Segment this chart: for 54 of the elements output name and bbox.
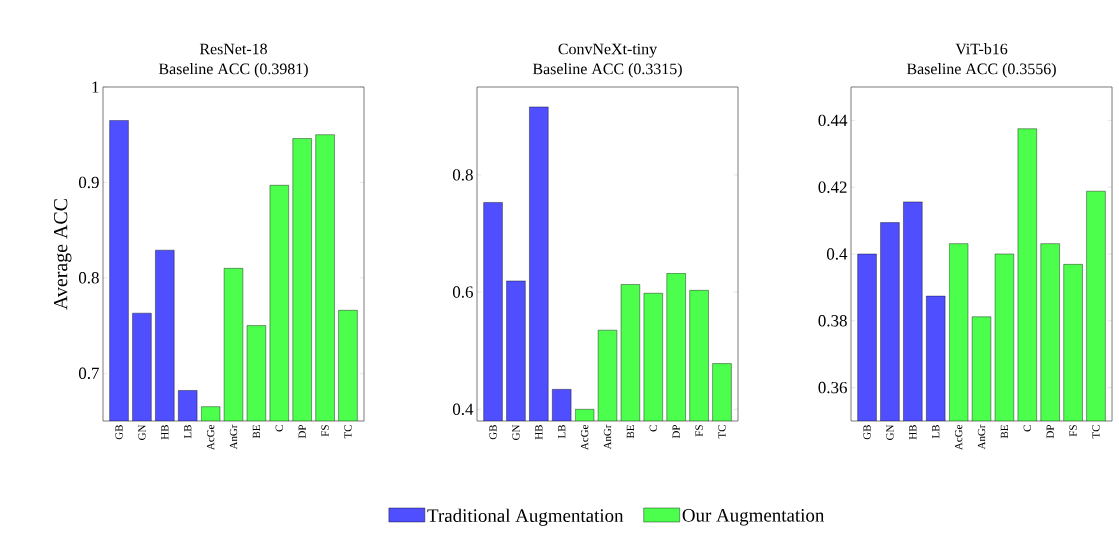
y-tick-label: 0.42 xyxy=(818,181,847,193)
x-tick-label: GB xyxy=(115,425,123,440)
y-axis-title: Average ACC xyxy=(53,199,72,310)
x-tick-label: TC xyxy=(1092,425,1100,439)
chart-subtitle: Baseline ACC (0.3981) xyxy=(158,63,308,78)
x-tick-label: FS xyxy=(695,425,703,437)
chart-subtitle: Baseline ACC (0.3315) xyxy=(532,63,682,78)
chart-subtitle: Baseline ACC (0.3556) xyxy=(906,63,1056,78)
x-tick-label: BE xyxy=(1000,425,1009,439)
chart-title: ViT-b16 xyxy=(955,43,1008,55)
x-tick-label: AcGe xyxy=(206,424,215,450)
x-tick-label: TC xyxy=(344,425,352,439)
y-tick-label: 0.38 xyxy=(818,315,847,327)
x-tick-label: AcGe xyxy=(954,424,963,450)
y-tick-label: 0.4 xyxy=(826,248,848,260)
y-tick-label: 0.9 xyxy=(78,176,99,189)
y-tick-label: 1 xyxy=(92,81,99,93)
x-tick-label: C xyxy=(1023,425,1031,432)
x-tick-label: LB xyxy=(932,425,940,439)
x-tick-label: GN xyxy=(512,424,520,440)
y-tick-label: 0.36 xyxy=(818,381,847,394)
x-tick-label: TC xyxy=(718,425,726,439)
x-tick-label: AcGe xyxy=(580,424,589,450)
x-tick-label: GN xyxy=(138,424,146,440)
x-tick-label: DP xyxy=(672,424,680,439)
x-tick-label: C xyxy=(649,425,657,432)
x-tick-label: C xyxy=(275,425,283,432)
x-tick-label: LB xyxy=(184,425,192,439)
x-tick-label: AnGr xyxy=(977,424,986,450)
x-tick-label: FS xyxy=(1069,425,1077,437)
y-tick-label: 0.7 xyxy=(78,367,99,380)
y-tick-label: 0.44 xyxy=(818,114,848,127)
x-tick-label: AnGr xyxy=(603,424,612,450)
x-tick-label: GB xyxy=(489,425,497,440)
chart-title: ResNet-18 xyxy=(199,43,267,55)
legend-label: Our Augmentation xyxy=(682,508,825,526)
x-tick-label: HB xyxy=(909,425,917,440)
y-tick-label: 0.4 xyxy=(452,403,474,416)
x-tick-label: BE xyxy=(252,425,260,439)
y-tick-label: 0.8 xyxy=(78,272,99,284)
x-tick-label: LB xyxy=(558,425,566,439)
y-tick-label: 0.6 xyxy=(452,286,473,298)
y-tick-label: 0.8 xyxy=(452,169,473,181)
x-tick-label: HB xyxy=(535,425,543,440)
x-tick-label: GB xyxy=(863,425,871,440)
legend-label: Traditional Augmentation xyxy=(427,508,624,526)
x-tick-label: GN xyxy=(886,424,894,440)
x-tick-label: AnGr xyxy=(229,424,238,450)
chart-title: ConvNeXt-tiny xyxy=(558,43,658,58)
x-tick-label: DP xyxy=(298,424,306,439)
x-tick-label: BE xyxy=(626,425,634,439)
x-tick-label: FS xyxy=(321,425,329,437)
x-tick-label: DP xyxy=(1046,424,1054,439)
x-tick-label: HB xyxy=(161,425,169,440)
